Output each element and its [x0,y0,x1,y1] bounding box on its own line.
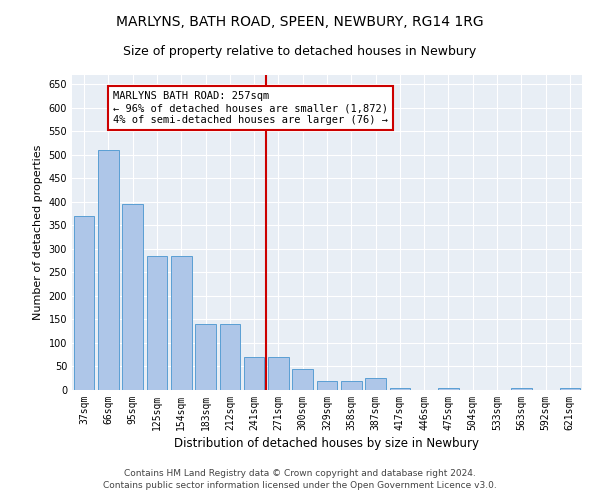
Text: MARLYNS, BATH ROAD, SPEEN, NEWBURY, RG14 1RG: MARLYNS, BATH ROAD, SPEEN, NEWBURY, RG14… [116,15,484,29]
Bar [122,204,143,390]
Bar [317,380,337,390]
Y-axis label: Number of detached properties: Number of detached properties [33,145,43,320]
Bar [220,324,240,390]
Text: Contains HM Land Registry data © Crown copyright and database right 2024.
Contai: Contains HM Land Registry data © Crown c… [103,468,497,490]
Bar [146,256,167,390]
Bar [244,357,265,390]
Bar [268,357,289,390]
Bar [560,388,580,390]
Bar [171,256,191,390]
Bar [365,378,386,390]
Bar [389,388,410,390]
Bar [438,388,459,390]
Bar [511,388,532,390]
Text: MARLYNS BATH ROAD: 257sqm
← 96% of detached houses are smaller (1,872)
4% of sem: MARLYNS BATH ROAD: 257sqm ← 96% of detac… [113,92,388,124]
X-axis label: Distribution of detached houses by size in Newbury: Distribution of detached houses by size … [175,437,479,450]
Bar [195,324,216,390]
Bar [292,369,313,390]
Bar [98,150,119,390]
Bar [74,216,94,390]
Text: Size of property relative to detached houses in Newbury: Size of property relative to detached ho… [124,45,476,58]
Bar [341,380,362,390]
